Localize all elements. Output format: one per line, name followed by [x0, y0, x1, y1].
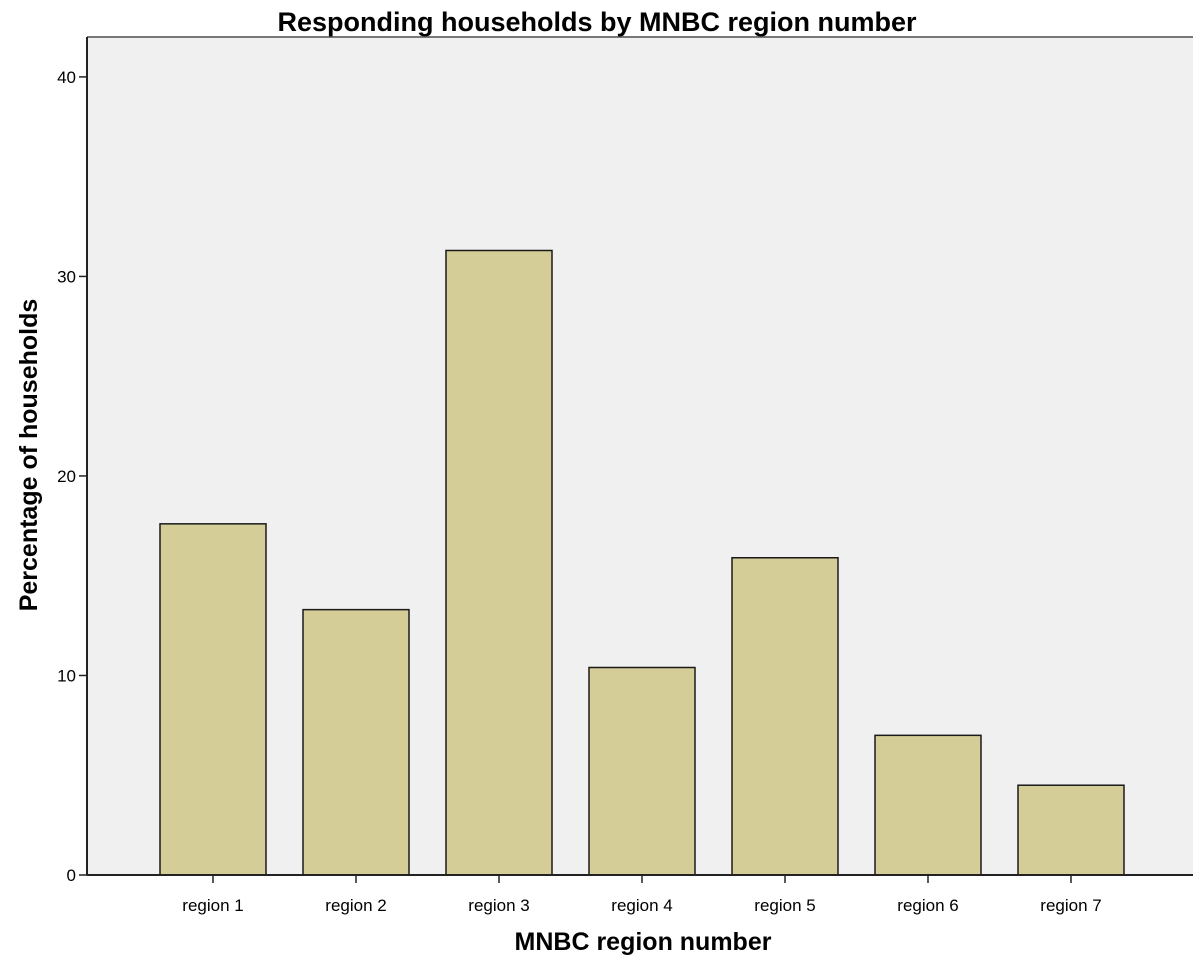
x-tick-label: region 7 [1040, 896, 1101, 915]
x-tick-label: region 2 [325, 896, 386, 915]
x-tick-label: region 6 [897, 896, 958, 915]
x-tick-label: region 1 [182, 896, 243, 915]
y-tick-label: 10 [57, 666, 76, 685]
x-axis-ticks: region 1 region 2 region 3 region 4 region 5… [182, 875, 1101, 915]
bar-region-5 [732, 558, 838, 875]
bar-region-3 [446, 250, 552, 875]
bar-region-7 [1018, 785, 1124, 875]
y-tick-label: 20 [57, 467, 76, 486]
x-tick-label: region 3 [468, 896, 529, 915]
x-tick-label: region 5 [754, 896, 815, 915]
y-axis-title: Percentage of households [15, 299, 43, 612]
bar-region-2 [303, 610, 409, 875]
bar-region-4 [589, 667, 695, 875]
bar-region-1 [160, 524, 266, 875]
chart-title: Responding households by MNBC region num… [277, 7, 917, 37]
x-axis-title: MNBC region number [515, 928, 772, 956]
y-tick-label: 0 [67, 866, 76, 885]
y-tick-label: 40 [57, 68, 76, 87]
x-tick-label: region 4 [611, 896, 672, 915]
y-axis-ticks: 0 10 20 30 40 [57, 68, 87, 885]
y-tick-label: 30 [57, 267, 76, 286]
bar-region-6 [875, 735, 981, 875]
